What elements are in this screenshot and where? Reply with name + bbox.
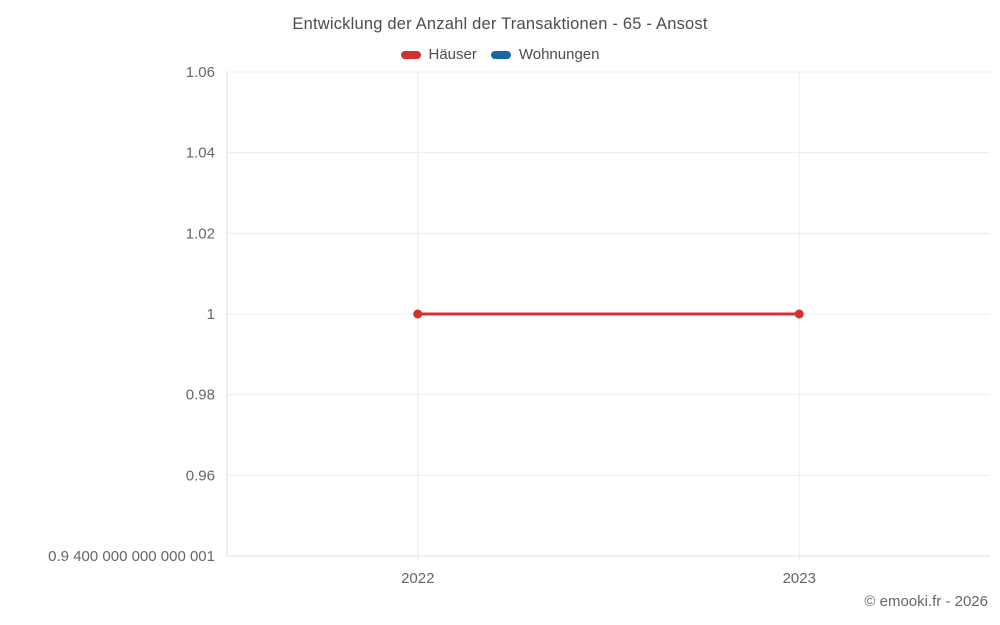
chart-legend: Häuser Wohnungen: [0, 46, 1000, 63]
legend-label-haeuser: Häuser: [428, 46, 477, 63]
y-tick-label: 0.9 400 000 000 000 001: [48, 548, 215, 565]
legend-swatch-haeuser: [400, 50, 421, 59]
footer-credit: © emooki.fr - 2026: [864, 593, 988, 610]
y-tick-label: 0.98: [186, 387, 215, 404]
x-tick-label: 2023: [783, 570, 816, 587]
series-point-haeuser[interactable]: [794, 309, 804, 319]
legend-label-wohnungen: Wohnungen: [518, 46, 600, 63]
chart-title: Entwicklung der Anzahl der Transaktionen…: [292, 15, 708, 33]
series-point-haeuser[interactable]: [413, 309, 423, 319]
y-tick-label: 1.02: [186, 225, 215, 242]
y-tick-label: 1: [207, 306, 215, 323]
y-tick-label: 0.96: [186, 467, 215, 484]
legend-item-haeuser[interactable]: Häuser: [400, 46, 477, 63]
y-tick-label: 1.04: [186, 145, 215, 162]
legend-item-wohnungen[interactable]: Wohnungen: [490, 46, 600, 63]
x-tick-label: 2022: [401, 570, 434, 587]
legend-swatch-wohnungen: [490, 50, 511, 59]
y-tick-label: 1.06: [186, 64, 215, 81]
